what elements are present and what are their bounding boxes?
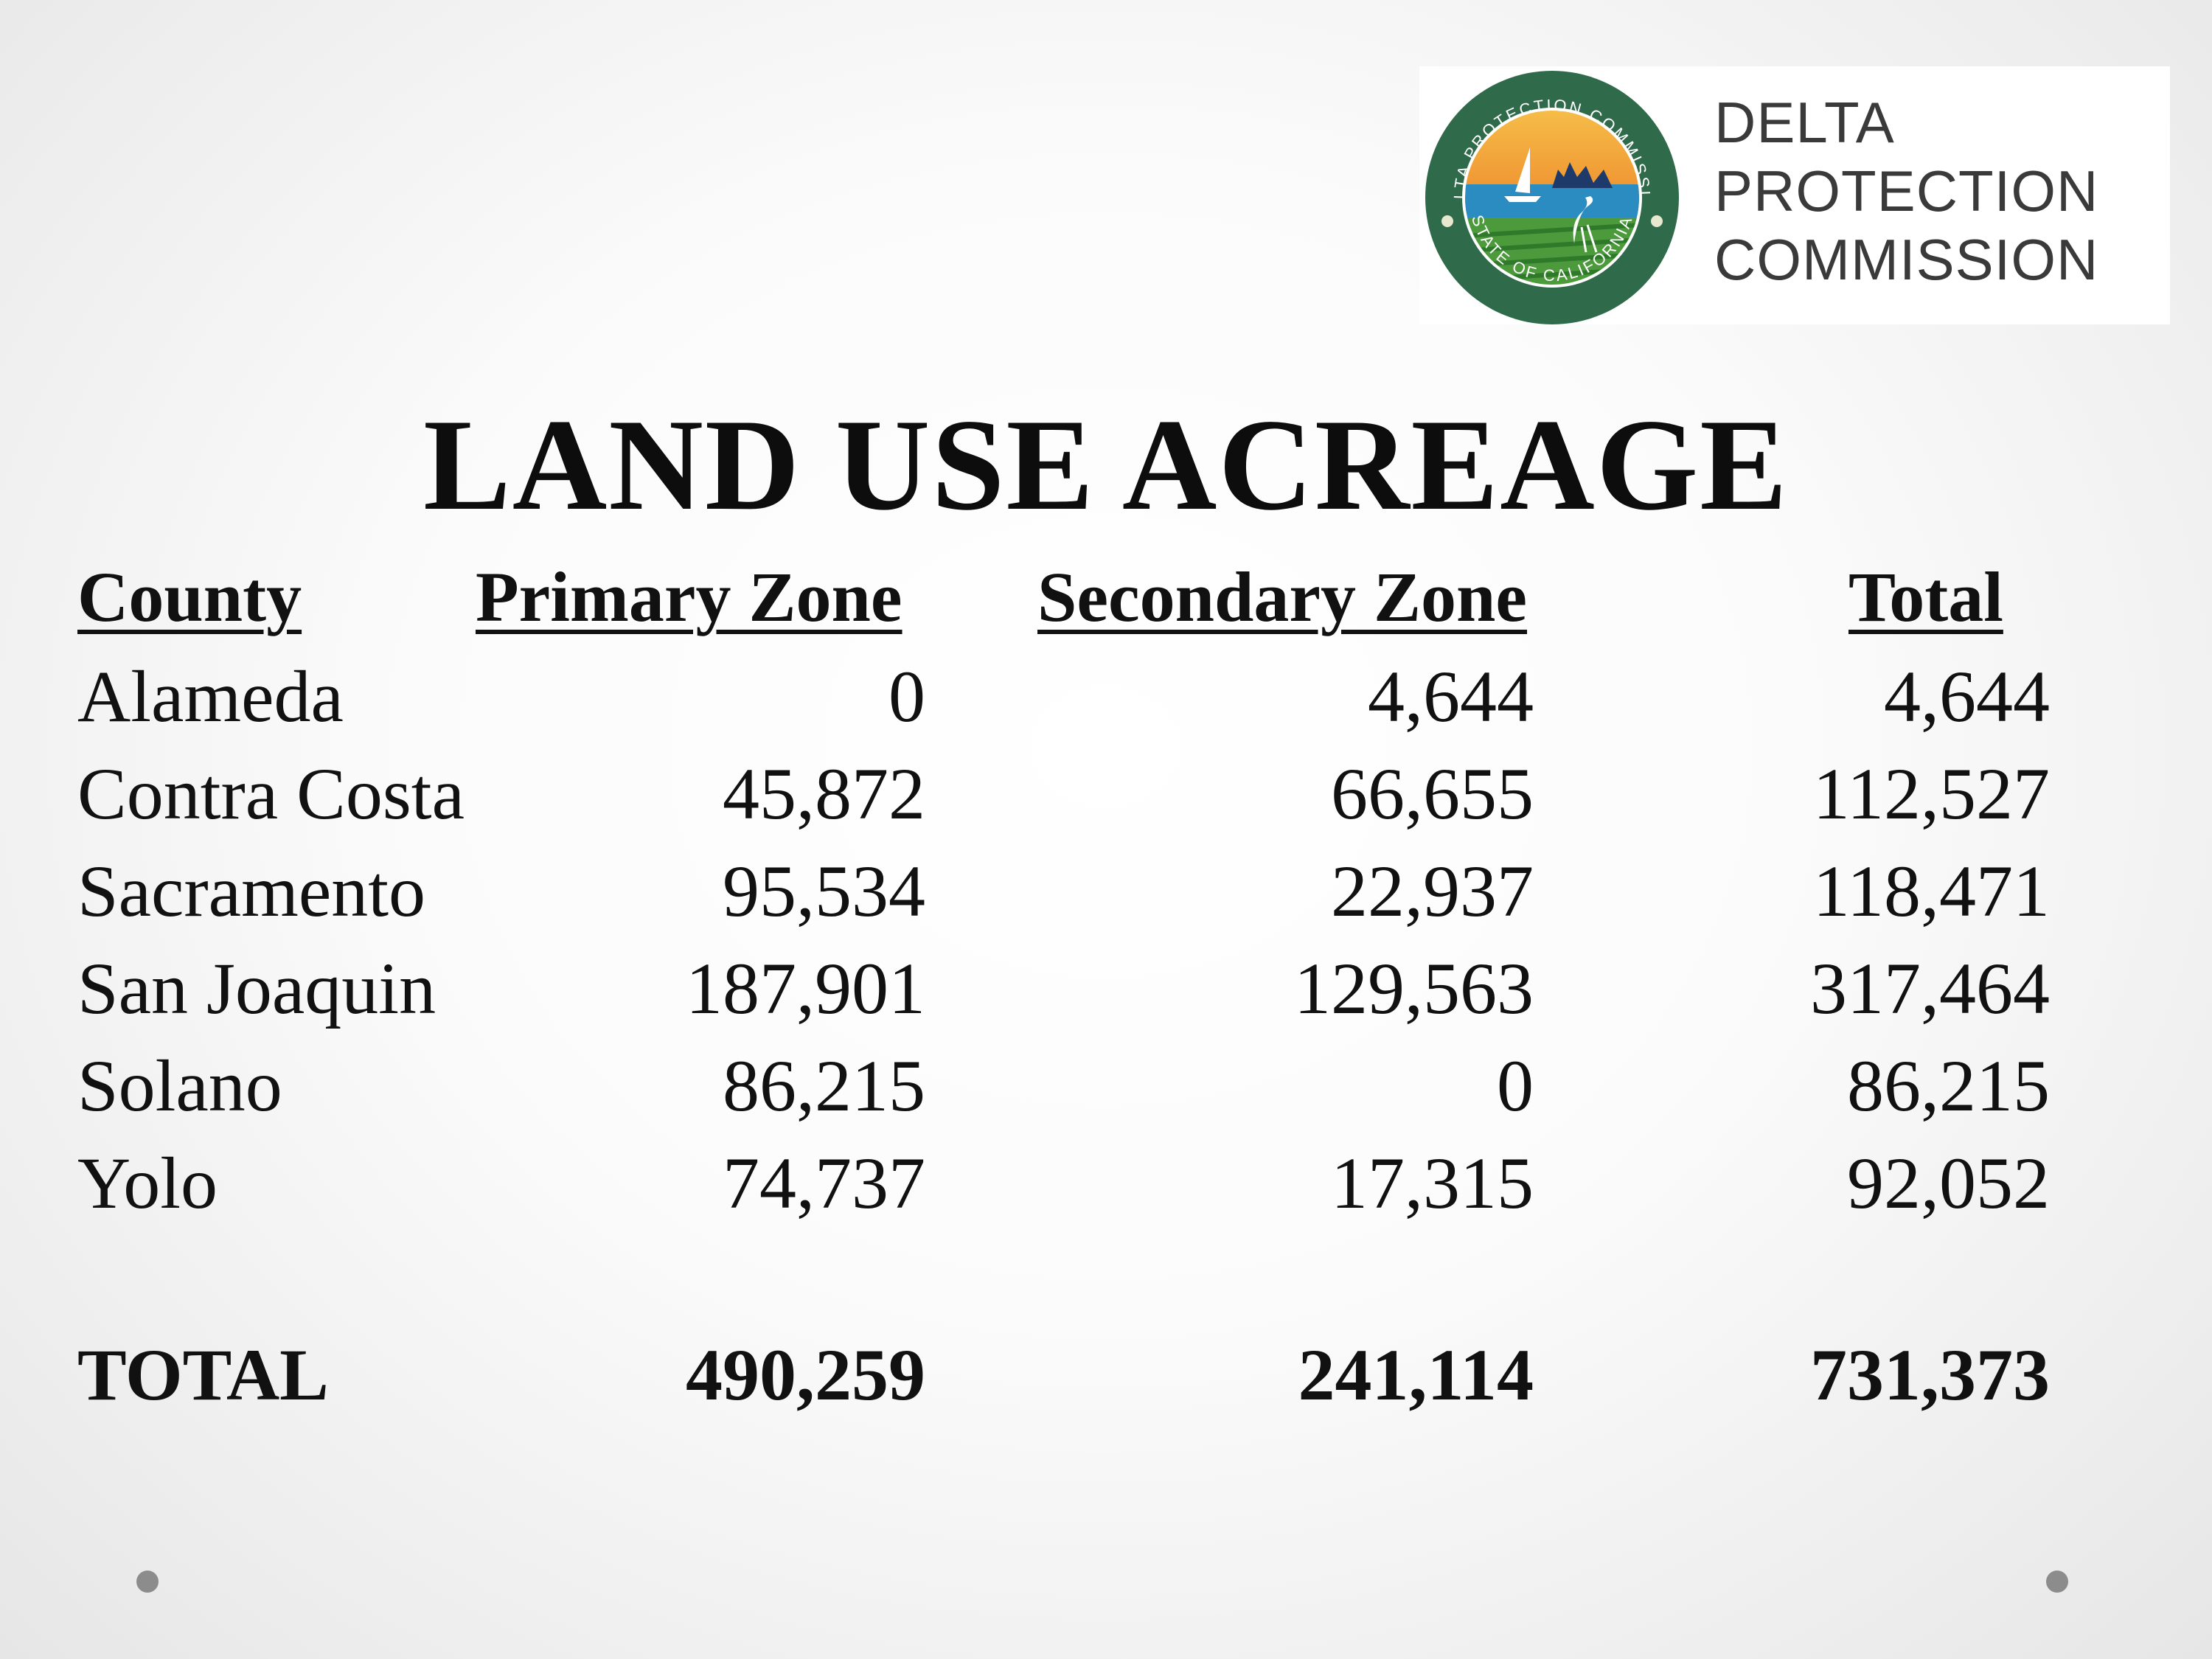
table-row: San Joaquin 187,901 129,563 317,464 <box>0 941 2212 1037</box>
header-county: County <box>77 557 302 636</box>
primary-zone-value: 187,901 <box>686 947 925 1029</box>
secondary-zone-value: 22,937 <box>1331 850 1534 932</box>
primary-zone-value: 45,872 <box>723 753 925 835</box>
header-primary-zone: Primary Zone <box>476 557 902 636</box>
logo-wordmark: DELTA PROTECTION COMMISSION <box>1714 88 2098 294</box>
total-label: TOTAL <box>77 1334 329 1416</box>
wordmark-line-1: DELTA <box>1714 90 1895 155</box>
table-total-row: TOTAL 490,259 241,114 731,373 <box>0 1327 2212 1423</box>
grand-total: 731,373 <box>1810 1334 2050 1416</box>
county-name: Sacramento <box>77 850 426 932</box>
secondary-zone-value: 0 <box>1497 1045 1534 1127</box>
total-value: 86,215 <box>1847 1045 2050 1127</box>
county-name: Solano <box>77 1045 282 1127</box>
primary-zone-value: 0 <box>888 655 925 737</box>
commission-seal-icon: DELTA PROTECTION COMMISSION STATE OF CAL… <box>1419 66 1679 324</box>
page-title: LAND USE ACREAGE <box>423 392 1789 538</box>
primary-zone-total: 490,259 <box>686 1334 925 1416</box>
table-row: Sacramento 95,534 22,937 118,471 <box>0 844 2212 939</box>
wordmark-line-3: COMMISSION <box>1714 227 2099 292</box>
total-value: 317,464 <box>1810 947 2050 1029</box>
county-name: Contra Costa <box>77 753 465 835</box>
table-header-row: County Primary Zone Secondary Zone Total <box>0 549 2212 645</box>
secondary-zone-value: 4,644 <box>1368 655 1534 737</box>
county-name: Yolo <box>77 1142 218 1224</box>
table-row: Solano 86,215 0 86,215 <box>0 1038 2212 1134</box>
total-value: 4,644 <box>1884 655 2050 737</box>
table-row: Yolo 74,737 17,315 92,052 <box>0 1135 2212 1231</box>
decorative-dot-left <box>136 1571 159 1593</box>
header-secondary-zone: Secondary Zone <box>1037 557 1528 636</box>
primary-zone-value: 95,534 <box>723 850 925 932</box>
secondary-zone-value: 129,563 <box>1294 947 1534 1029</box>
decorative-dot-right <box>2046 1571 2068 1593</box>
delta-protection-commission-logo: DELTA PROTECTION COMMISSION STATE OF CAL… <box>1419 66 2170 324</box>
table-row: Contra Costa 45,872 66,655 112,527 <box>0 746 2212 842</box>
total-value: 118,471 <box>1812 850 2050 932</box>
primary-zone-value: 74,737 <box>723 1142 925 1224</box>
table-row: Alameda 0 4,644 4,644 <box>0 649 2212 745</box>
primary-zone-value: 86,215 <box>723 1045 925 1127</box>
total-value: 112,527 <box>1812 753 2050 835</box>
wordmark-line-2: PROTECTION <box>1714 159 2099 223</box>
secondary-zone-total: 241,114 <box>1298 1334 1534 1416</box>
secondary-zone-value: 17,315 <box>1331 1142 1534 1224</box>
county-name: San Joaquin <box>77 947 437 1029</box>
header-total: Total <box>1848 557 2003 636</box>
county-name: Alameda <box>77 655 344 737</box>
secondary-zone-value: 66,655 <box>1331 753 1534 835</box>
total-value: 92,052 <box>1847 1142 2050 1224</box>
